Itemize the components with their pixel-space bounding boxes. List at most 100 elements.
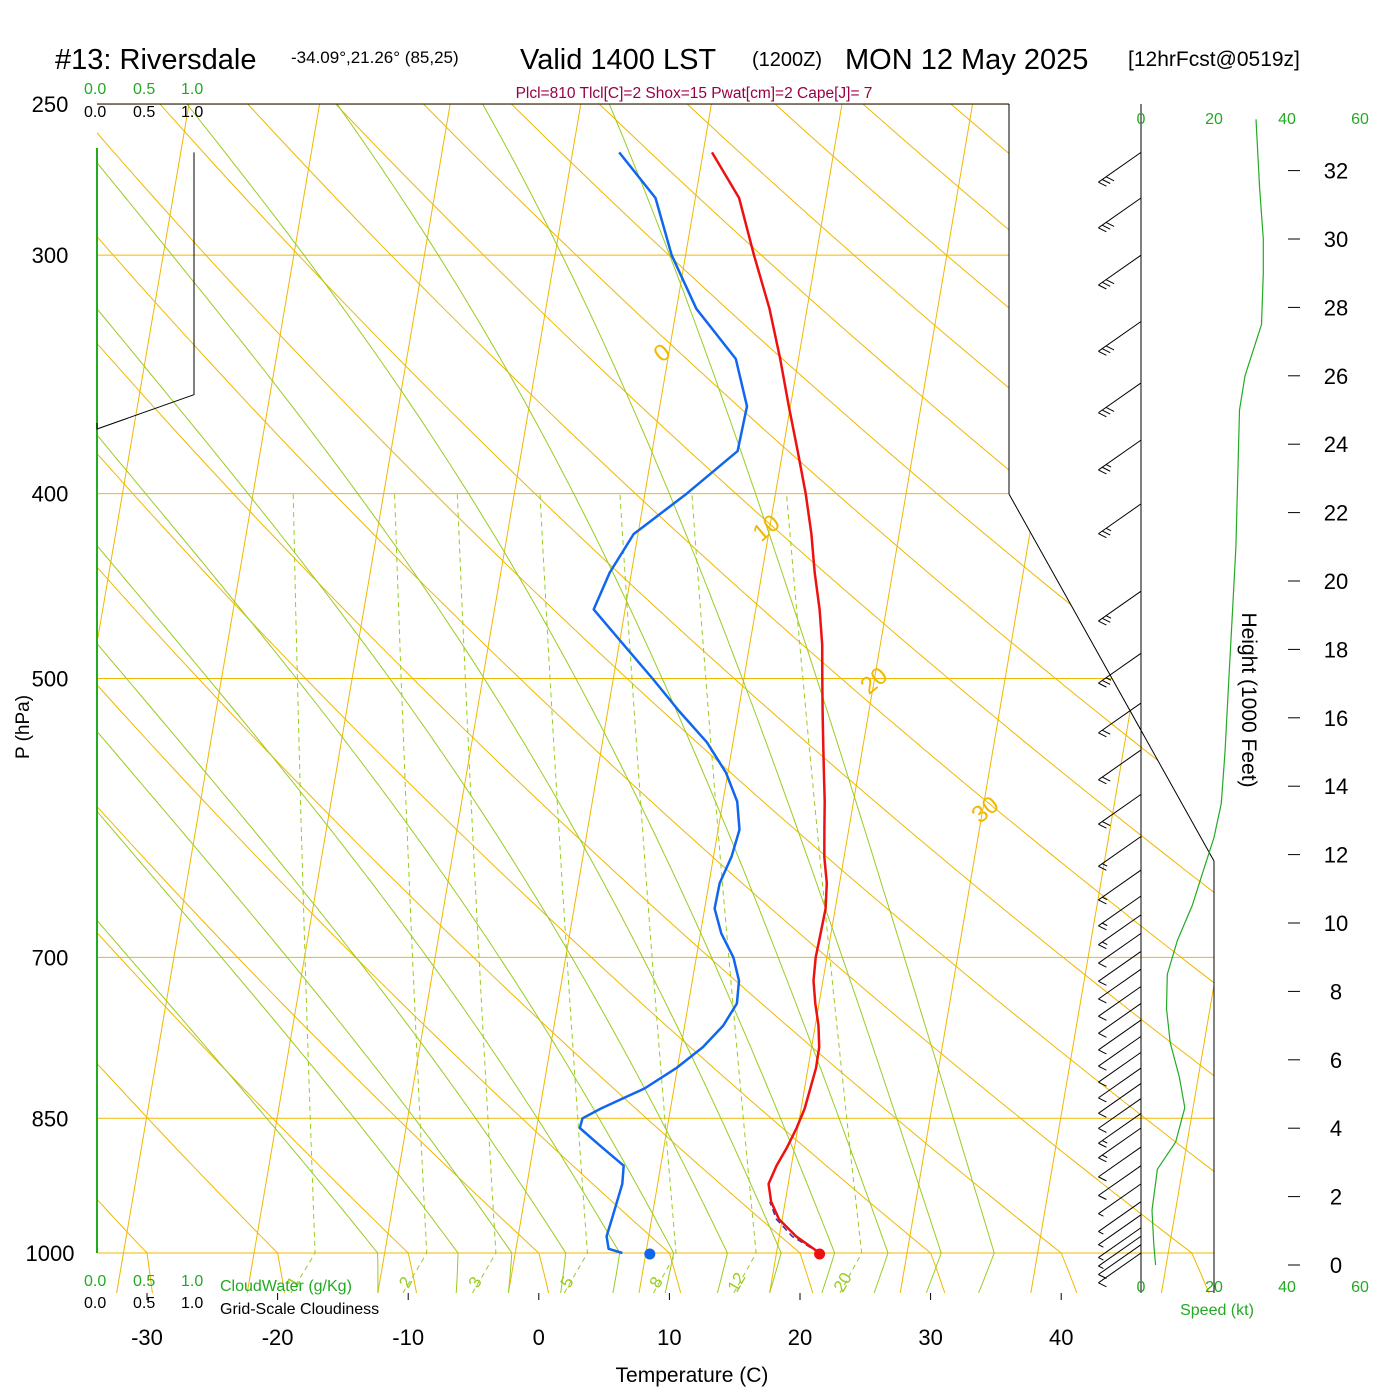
height-tick: 8 (1330, 979, 1342, 1004)
height-tick: 22 (1324, 501, 1348, 526)
wind-barb-half (1098, 1213, 1104, 1217)
wind-barb-flag (1098, 350, 1107, 356)
panel-diagonal (1008, 493, 1215, 862)
wind-barb-flag (1098, 925, 1107, 931)
wind-barb (1098, 382, 1142, 414)
wind-barb-flag (1098, 1097, 1107, 1103)
wind-barb (1098, 1035, 1142, 1067)
wind-barb (1098, 869, 1142, 901)
height-tick: 26 (1324, 364, 1348, 389)
speed-tick: 60 (1351, 1279, 1369, 1296)
cloudwater-tick: 0.0 (84, 81, 106, 98)
dry-adiabat (686, 104, 1214, 1293)
height-tick: 18 (1324, 637, 1348, 662)
surface-temperature-dot (814, 1248, 826, 1260)
speed-tick: 60 (1351, 111, 1369, 128)
mixing-ratio-label: 8 (646, 1273, 667, 1291)
wind-barb-flag (1098, 1274, 1107, 1279)
temperature-tick: 0 (533, 1325, 545, 1350)
temperature-tick: 10 (657, 1325, 681, 1350)
wind-barb (1098, 1098, 1142, 1129)
wind-barb-flag (1105, 406, 1115, 412)
isotherm-line (1030, 104, 1214, 1293)
wind-speed-profile (1151, 119, 1264, 1266)
valid-time: Valid 1400 LST (520, 44, 716, 76)
temperature-tick: 40 (1049, 1325, 1073, 1350)
wind-barb-flag (1098, 944, 1107, 950)
wind-barb-half (1098, 1265, 1104, 1270)
station-title: #13: Riversdale (55, 44, 257, 76)
wind-barb-flag (1098, 865, 1107, 871)
wind-barb (1098, 793, 1142, 825)
dry-adiabat (97, 104, 417, 1293)
wind-barb-flag (1098, 1157, 1107, 1163)
cloudwater-tick: 0.0 (84, 1273, 106, 1290)
height-tick: 6 (1330, 1048, 1342, 1073)
surface-dewpoint-dot (644, 1248, 656, 1260)
wind-barb-flag (1098, 962, 1107, 968)
moist-adiabat (608, 104, 995, 1293)
wind-barb (1098, 254, 1142, 286)
wind-barb-flag (1102, 281, 1111, 287)
wind-barb (1098, 1146, 1142, 1178)
wind-barb (1098, 1183, 1142, 1215)
moist-adiabat (97, 104, 782, 1293)
side-panels: 0.00.00.00.00.50.50.50.51.01.01.01.00020… (84, 81, 1369, 1312)
cloudiness-tick: 0.5 (133, 104, 155, 121)
height-tick: 10 (1324, 911, 1348, 936)
cloudiness-tick: 1.0 (181, 104, 203, 121)
temperature-tick: -20 (262, 1325, 294, 1350)
wind-barb (1098, 836, 1142, 867)
wind-barb-flag (1098, 533, 1107, 539)
wind-barb-half (1105, 527, 1112, 532)
pressure-tick: 850 (32, 1106, 69, 1131)
wind-barb-half (1098, 1257, 1104, 1261)
isotherm-label: 30 (967, 791, 1005, 829)
cloudwater-tick: 0.5 (133, 81, 155, 98)
pressure-tick: 250 (32, 92, 69, 117)
wind-barb-flag (1098, 823, 1107, 829)
temperature-tick: -10 (392, 1325, 424, 1350)
wind-barb (1098, 1019, 1142, 1051)
mixing-ratio-line (456, 493, 497, 1293)
dry-adiabat (97, 104, 1214, 1293)
wind-barb-half (1105, 677, 1112, 681)
wind-barb (1098, 702, 1142, 734)
height-tick: 14 (1324, 774, 1348, 799)
wind-barb (1098, 1051, 1142, 1083)
isotherm-label: 10 (748, 509, 786, 547)
wind-barb (1098, 652, 1142, 684)
dry-adiabat (97, 104, 285, 1293)
wind-barb (1098, 986, 1142, 1017)
dry-adiabat (97, 104, 1210, 1293)
wind-barb-flag (1098, 1065, 1107, 1071)
cloudiness-tick: 0.0 (84, 1295, 106, 1312)
cloudiness-label: Grid-Scale Cloudiness (220, 1301, 379, 1318)
isotherm-line (1292, 104, 1400, 1293)
wind-barb-half (1098, 1231, 1104, 1235)
isotherm-line (638, 104, 843, 1293)
mixing-ratio-label: 12 (724, 1269, 750, 1295)
mixing-ratio-line (290, 493, 316, 1293)
moist-adiabat (97, 104, 675, 1293)
height-tick: 0 (1330, 1253, 1342, 1278)
isotherm-label: 20 (855, 662, 893, 700)
parcel-profile (769, 1201, 820, 1254)
cloudiness-tick: 1.0 (181, 1295, 203, 1312)
isotherm-line (1160, 104, 1214, 1293)
wind-barb-half (1098, 1244, 1104, 1248)
dry-adiabat (97, 104, 682, 1293)
cloudwater-tick: 0.5 (133, 1273, 155, 1290)
temperature-tick: -30 (131, 1325, 163, 1350)
wind-barb (1098, 1165, 1142, 1196)
wind-barb-flag (1102, 409, 1111, 415)
wind-barb-flag (1098, 1081, 1107, 1087)
wind-barb-flag (1098, 732, 1107, 738)
wind-barb-flag (1098, 1142, 1107, 1148)
pressure-tick: 500 (32, 667, 69, 692)
station-coords: -34.09°,21.26° (85,25) (291, 48, 459, 67)
wind-barb-flag (1102, 466, 1111, 472)
height-tick: 20 (1324, 569, 1348, 594)
dry-adiabat (159, 104, 1214, 1293)
